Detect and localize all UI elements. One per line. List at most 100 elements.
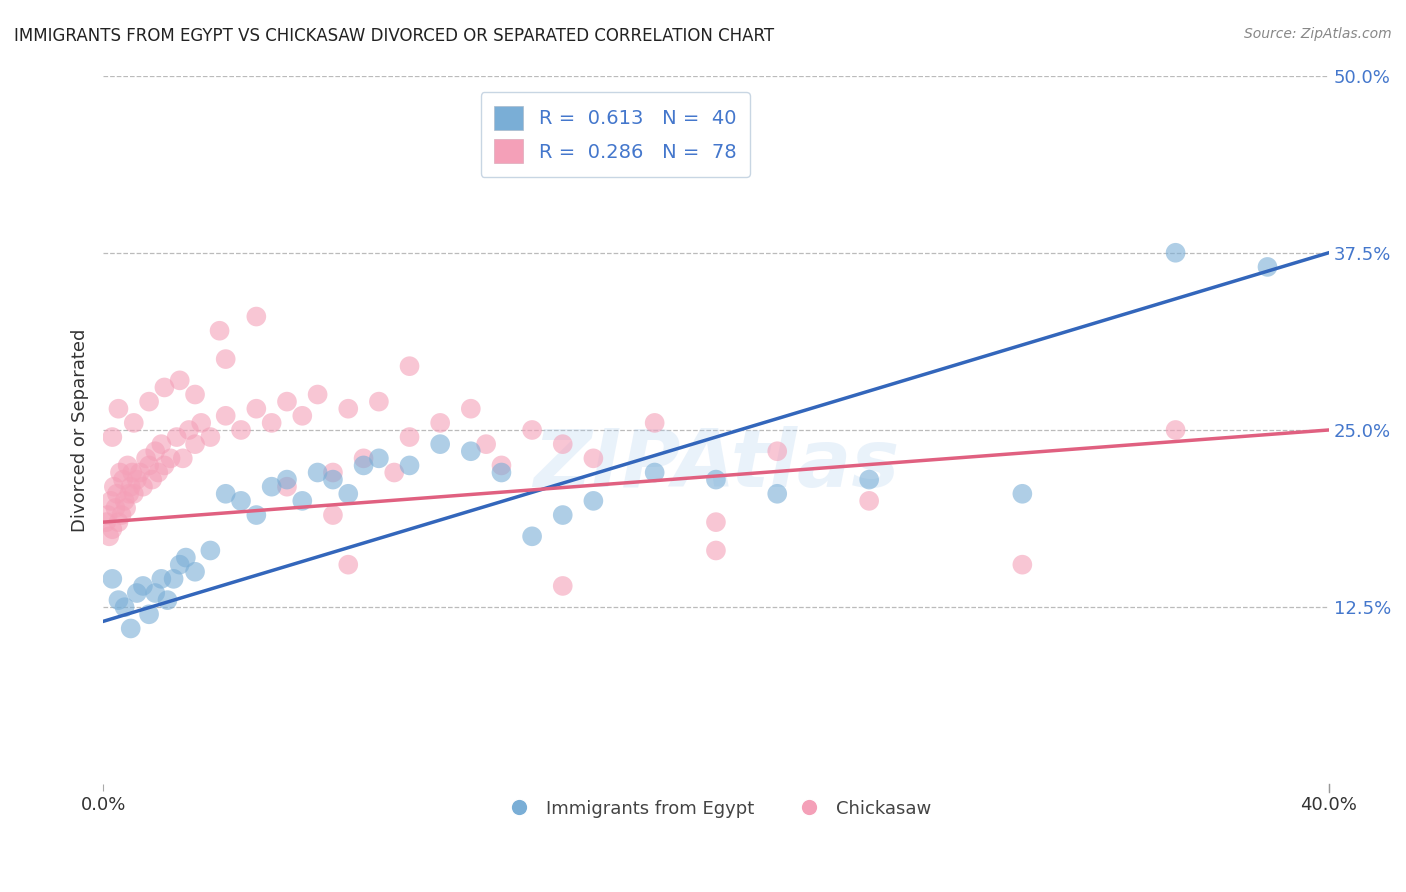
Point: [704, 515, 727, 529]
Point: [105, 487, 128, 501]
Point: [291, 409, 314, 423]
Point: [215, 409, 238, 423]
Point: [114, 494, 136, 508]
Point: [177, 423, 200, 437]
Point: [120, 622, 142, 636]
Point: [245, 310, 267, 324]
Point: [1164, 423, 1187, 437]
Point: [110, 508, 132, 522]
Point: [1164, 245, 1187, 260]
Point: [460, 444, 482, 458]
Point: [141, 473, 163, 487]
Point: [138, 458, 160, 473]
Point: [100, 494, 122, 508]
Point: [491, 458, 513, 473]
Point: [582, 494, 605, 508]
Point: [97, 508, 120, 522]
Point: [200, 430, 222, 444]
Point: [551, 579, 574, 593]
Point: [129, 466, 152, 480]
Point: [1011, 487, 1033, 501]
Point: [582, 451, 605, 466]
Point: [104, 500, 127, 515]
Point: [200, 543, 222, 558]
Point: [169, 373, 191, 387]
Point: [429, 416, 451, 430]
Point: [229, 494, 252, 508]
Point: [107, 401, 129, 416]
Point: [276, 394, 298, 409]
Text: Source: ZipAtlas.com: Source: ZipAtlas.com: [1244, 27, 1392, 41]
Point: [398, 430, 420, 444]
Point: [159, 451, 181, 466]
Point: [245, 401, 267, 416]
Point: [475, 437, 498, 451]
Point: [138, 607, 160, 622]
Point: [353, 458, 375, 473]
Point: [174, 550, 197, 565]
Point: [460, 401, 482, 416]
Point: [337, 558, 360, 572]
Point: [114, 600, 136, 615]
Point: [184, 437, 207, 451]
Point: [766, 487, 789, 501]
Point: [215, 352, 238, 367]
Point: [101, 572, 124, 586]
Point: [353, 451, 375, 466]
Point: [190, 416, 212, 430]
Point: [101, 522, 124, 536]
Point: [644, 416, 666, 430]
Point: [103, 480, 125, 494]
Point: [367, 451, 389, 466]
Point: [132, 579, 155, 593]
Point: [115, 500, 138, 515]
Y-axis label: Divorced or Separated: Divorced or Separated: [72, 328, 89, 532]
Legend: Immigrants from Egypt, Chickasaw: Immigrants from Egypt, Chickasaw: [494, 793, 938, 825]
Point: [429, 437, 451, 451]
Point: [138, 394, 160, 409]
Point: [153, 380, 176, 394]
Point: [122, 487, 145, 501]
Point: [322, 508, 344, 522]
Point: [117, 458, 139, 473]
Point: [96, 515, 118, 529]
Point: [184, 565, 207, 579]
Text: ZIPAtlas: ZIPAtlas: [533, 426, 898, 504]
Point: [1011, 558, 1033, 572]
Point: [107, 515, 129, 529]
Point: [1256, 260, 1278, 274]
Text: IMMIGRANTS FROM EGYPT VS CHICKASAW DIVORCED OR SEPARATED CORRELATION CHART: IMMIGRANTS FROM EGYPT VS CHICKASAW DIVOR…: [14, 27, 775, 45]
Point: [307, 387, 329, 401]
Point: [215, 487, 238, 501]
Point: [322, 473, 344, 487]
Point: [229, 423, 252, 437]
Point: [260, 480, 283, 494]
Point: [172, 451, 194, 466]
Point: [551, 508, 574, 522]
Point: [166, 430, 188, 444]
Point: [135, 451, 157, 466]
Point: [520, 529, 543, 543]
Point: [398, 359, 420, 374]
Point: [276, 480, 298, 494]
Point: [120, 480, 142, 494]
Point: [118, 487, 141, 501]
Point: [704, 473, 727, 487]
Point: [307, 466, 329, 480]
Point: [551, 437, 574, 451]
Point: [704, 543, 727, 558]
Point: [337, 401, 360, 416]
Point: [143, 444, 166, 458]
Point: [260, 416, 283, 430]
Point: [337, 487, 360, 501]
Point: [208, 324, 231, 338]
Point: [367, 394, 389, 409]
Point: [125, 586, 148, 600]
Point: [169, 558, 191, 572]
Point: [291, 494, 314, 508]
Point: [150, 572, 173, 586]
Point: [382, 466, 405, 480]
Point: [125, 473, 148, 487]
Point: [101, 430, 124, 444]
Point: [398, 458, 420, 473]
